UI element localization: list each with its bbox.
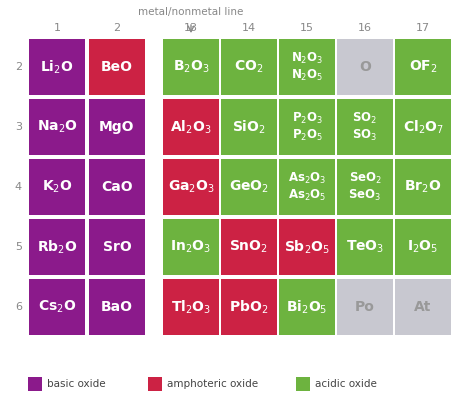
Text: OF$_2$: OF$_2$ [409,59,438,75]
Bar [163,159,219,215]
Text: TeO$_3$: TeO$_3$ [346,239,384,255]
Text: Cs$_2$O: Cs$_2$O [38,299,76,315]
Bar [395,159,451,215]
Bar [163,39,219,95]
Bar [279,159,335,215]
Bar [337,159,393,215]
Bar [89,39,145,95]
Text: 4: 4 [15,182,22,192]
Text: CaO: CaO [101,180,133,194]
Text: O: O [359,60,371,74]
Text: SeO$_2$
SeO$_3$: SeO$_2$ SeO$_3$ [348,170,382,203]
Text: MgO: MgO [99,120,135,134]
Text: 14: 14 [242,23,256,33]
Text: PbO$_2$: PbO$_2$ [229,298,269,316]
Text: 2: 2 [113,23,120,33]
Text: 2: 2 [15,62,22,72]
Bar [337,39,393,95]
Text: In$_2$O$_3$: In$_2$O$_3$ [171,239,211,255]
Bar [221,159,277,215]
Bar [29,39,85,95]
Text: GeO$_2$: GeO$_2$ [229,179,269,195]
Bar [28,377,42,391]
Text: Cl$_2$O$_7$: Cl$_2$O$_7$ [402,118,444,136]
Bar [221,99,277,155]
Text: 3: 3 [15,122,22,132]
Bar [395,39,451,95]
Text: 16: 16 [358,23,372,33]
Bar [279,219,335,275]
Text: basic oxide: basic oxide [47,379,106,389]
Text: N$_2$O$_3$
N$_2$O$_5$: N$_2$O$_3$ N$_2$O$_5$ [291,51,323,84]
Text: 1: 1 [54,23,61,33]
Bar [395,279,451,335]
Text: Tl$_2$O$_3$: Tl$_2$O$_3$ [171,298,211,316]
Text: Na$_2$O: Na$_2$O [36,119,77,135]
Bar [29,279,85,335]
Bar [29,159,85,215]
Text: B$_2$O$_3$: B$_2$O$_3$ [173,59,210,75]
Text: 5: 5 [15,242,22,252]
Text: SO$_2$
SO$_3$: SO$_2$ SO$_3$ [353,111,378,143]
Text: Ga$_2$O$_3$: Ga$_2$O$_3$ [168,179,214,195]
Text: As$_2$O$_3$
As$_2$O$_5$: As$_2$O$_3$ As$_2$O$_5$ [288,170,326,203]
Bar [29,219,85,275]
Bar [89,219,145,275]
Text: CO$_2$: CO$_2$ [234,59,264,75]
Text: 15: 15 [300,23,314,33]
Bar [89,279,145,335]
Text: 13: 13 [184,23,198,33]
Bar [337,279,393,335]
Text: Rb$_2$O: Rb$_2$O [37,238,77,256]
Bar [337,99,393,155]
Text: Po: Po [355,300,375,314]
Text: I$_2$O$_5$: I$_2$O$_5$ [407,239,438,255]
Bar [89,99,145,155]
Text: 6: 6 [15,302,22,312]
Text: metal/nonmetal line: metal/nonmetal line [138,7,244,17]
Bar [279,99,335,155]
Text: amphoteric oxide: amphoteric oxide [167,379,258,389]
Text: SrO: SrO [103,240,131,254]
Text: At: At [414,300,432,314]
Text: BeO: BeO [101,60,133,74]
Bar [148,377,162,391]
Bar [163,219,219,275]
Text: Li$_2$O: Li$_2$O [40,58,74,76]
Bar [279,279,335,335]
Text: Sb$_2$O$_5$: Sb$_2$O$_5$ [284,238,330,256]
Bar [163,99,219,155]
Bar [395,219,451,275]
Bar [29,99,85,155]
Bar [89,159,145,215]
Text: K$_2$O: K$_2$O [42,179,73,195]
Bar [279,39,335,95]
Text: SiO$_2$: SiO$_2$ [232,118,266,136]
Bar [163,279,219,335]
Bar [296,377,310,391]
Text: 17: 17 [416,23,430,33]
Text: Br$_2$O: Br$_2$O [404,179,442,195]
Bar [221,279,277,335]
Text: P$_2$O$_3$
P$_2$O$_5$: P$_2$O$_3$ P$_2$O$_5$ [292,111,322,143]
Text: Bi$_2$O$_5$: Bi$_2$O$_5$ [286,298,328,316]
Text: Al$_2$O$_3$: Al$_2$O$_3$ [170,118,212,136]
Bar [221,39,277,95]
Bar [221,219,277,275]
Bar [395,99,451,155]
Text: SnO$_2$: SnO$_2$ [229,239,268,255]
Bar [337,219,393,275]
Text: acidic oxide: acidic oxide [315,379,377,389]
Text: BaO: BaO [101,300,133,314]
